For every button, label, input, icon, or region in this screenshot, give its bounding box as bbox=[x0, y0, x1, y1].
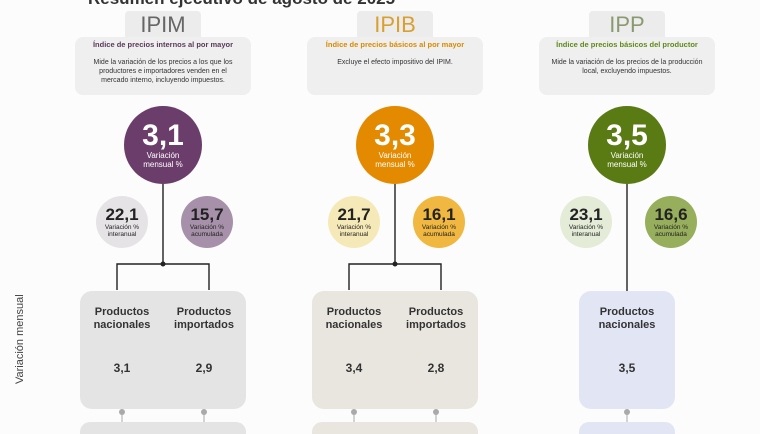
products-box bbox=[312, 291, 478, 409]
lower-dot bbox=[433, 409, 439, 415]
index-description: Mide la variación de los precios de la p… bbox=[551, 59, 703, 75]
product-label: Productos importados bbox=[174, 306, 234, 331]
index-description-box: Índice de precios básicos al por mayor Ex… bbox=[307, 37, 483, 95]
connector-dot bbox=[392, 261, 398, 267]
index-subtitle: Índice de precios básicos al por mayor bbox=[325, 40, 465, 49]
secondary-label: Variación % interanual bbox=[336, 224, 372, 238]
page-title: Resumen ejecutivo de agosto de 2025 bbox=[88, 0, 395, 9]
secondary-variation-circle: 15,7 Variación % acumulada bbox=[181, 196, 233, 248]
secondary-variation-circle: 16,1 Variación % acumulada bbox=[413, 196, 465, 248]
main-value: 3,3 bbox=[374, 119, 416, 152]
index-name: IPIB bbox=[357, 11, 433, 38]
main-variation-circle: 3,5 Variación mensual % bbox=[588, 106, 666, 184]
secondary-value: 16,1 bbox=[422, 205, 456, 224]
index-subtitle: Índice de precios básicos del productor bbox=[556, 40, 698, 49]
main-label: Variación mensual % bbox=[375, 151, 415, 169]
index-description-box: Índice de precios básicos del productor M… bbox=[539, 37, 715, 95]
secondary-variation-circle: 23,1 Variación % interanual bbox=[560, 196, 612, 248]
secondary-value: 15,7 bbox=[190, 205, 224, 224]
product-value: 2,8 bbox=[427, 361, 445, 375]
main-value: 3,1 bbox=[142, 119, 184, 152]
lower-box bbox=[80, 422, 246, 434]
products-box bbox=[579, 291, 675, 409]
secondary-label: Variación % acumulada bbox=[653, 224, 689, 238]
index-name: IPIM bbox=[125, 11, 201, 38]
index-description: Excluye el efecto impositivo del IPIM. bbox=[337, 59, 453, 66]
product-value: 3,4 bbox=[345, 361, 363, 375]
index-description: Mide la variación de los precios a los q… bbox=[93, 59, 233, 84]
secondary-variation-circle: 21,7 Variación % interanual bbox=[328, 196, 380, 248]
main-value: 3,5 bbox=[606, 119, 648, 152]
index-description-box: Índice de precios internos al por mayor M… bbox=[75, 37, 251, 95]
lower-dot bbox=[119, 409, 125, 415]
main-label: Variación mensual % bbox=[607, 151, 647, 169]
index-name: IPP bbox=[589, 11, 665, 38]
secondary-value: 21,7 bbox=[337, 205, 371, 224]
main-variation-circle: 3,1 Variación mensual % bbox=[124, 106, 202, 184]
lower-dot bbox=[351, 409, 357, 415]
connector-dot bbox=[160, 261, 166, 267]
product-value: 2,9 bbox=[195, 361, 213, 375]
main-label: Variación mensual % bbox=[143, 151, 183, 169]
secondary-variation-circle: 16,6 Variación % acumulada bbox=[645, 196, 697, 248]
product-label: Productos importados bbox=[406, 306, 466, 331]
products-box bbox=[80, 291, 246, 409]
secondary-value: 16,6 bbox=[654, 205, 688, 224]
secondary-value: 23,1 bbox=[569, 205, 603, 224]
product-label: Productos nacionales bbox=[598, 306, 656, 331]
index-subtitle: Índice de precios internos al por mayor bbox=[92, 40, 234, 49]
lower-dot bbox=[201, 409, 207, 415]
side-label: Variación mensual bbox=[14, 294, 26, 384]
secondary-label: Variación % acumulada bbox=[189, 224, 225, 238]
product-value: 3,5 bbox=[618, 361, 636, 375]
lower-box bbox=[579, 422, 675, 434]
product-label: Productos nacionales bbox=[93, 306, 151, 331]
secondary-label: Variación % interanual bbox=[568, 224, 604, 238]
lower-box bbox=[312, 422, 478, 434]
secondary-label: Variación % acumulada bbox=[421, 224, 457, 238]
secondary-value: 22,1 bbox=[105, 205, 139, 224]
main-variation-circle: 3,3 Variación mensual % bbox=[356, 106, 434, 184]
product-value: 3,1 bbox=[113, 361, 131, 375]
secondary-label: Variación % interanual bbox=[104, 224, 140, 238]
lower-dot bbox=[624, 409, 630, 415]
secondary-variation-circle: 22,1 Variación % interanual bbox=[96, 196, 148, 248]
product-label: Productos nacionales bbox=[325, 306, 383, 331]
